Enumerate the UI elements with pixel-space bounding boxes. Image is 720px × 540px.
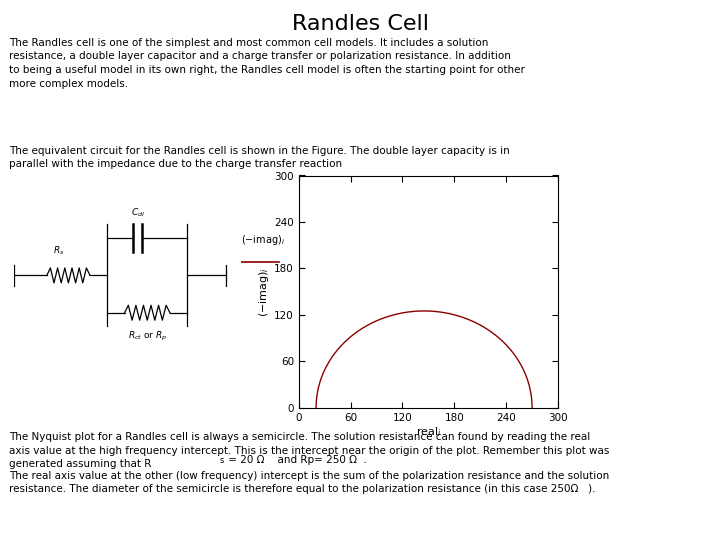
Text: The Nyquist plot for a Randles cell is always a semicircle. The solution resista: The Nyquist plot for a Randles cell is a… (9, 432, 609, 469)
Text: s: s (220, 456, 224, 465)
Text: $(-\mathrm{imag})_i$: $(-\mathrm{imag})_i$ (241, 233, 285, 247)
Y-axis label: $(-\mathrm{imag})_i$: $(-\mathrm{imag})_i$ (258, 267, 271, 316)
Text: Randles Cell: Randles Cell (292, 14, 428, 33)
Text: The real axis value at the other (low frequency) intercept is the sum of the pol: The real axis value at the other (low fr… (9, 471, 609, 495)
Text: = 20 Ω    and Rp= 250 Ω  .: = 20 Ω and Rp= 250 Ω . (225, 455, 367, 465)
Text: The equivalent circuit for the Randles cell is shown in the Figure. The double l: The equivalent circuit for the Randles c… (9, 146, 509, 170)
Text: The Randles cell is one of the simplest and most common cell models. It includes: The Randles cell is one of the simplest … (9, 38, 524, 89)
Text: $R_{ct}$ or $R_p$: $R_{ct}$ or $R_p$ (127, 330, 167, 343)
Text: $R_s$: $R_s$ (53, 244, 65, 256)
X-axis label: $\mathrm{real}_i$: $\mathrm{real}_i$ (415, 426, 441, 439)
Text: $C_{dl}$: $C_{dl}$ (130, 207, 145, 219)
